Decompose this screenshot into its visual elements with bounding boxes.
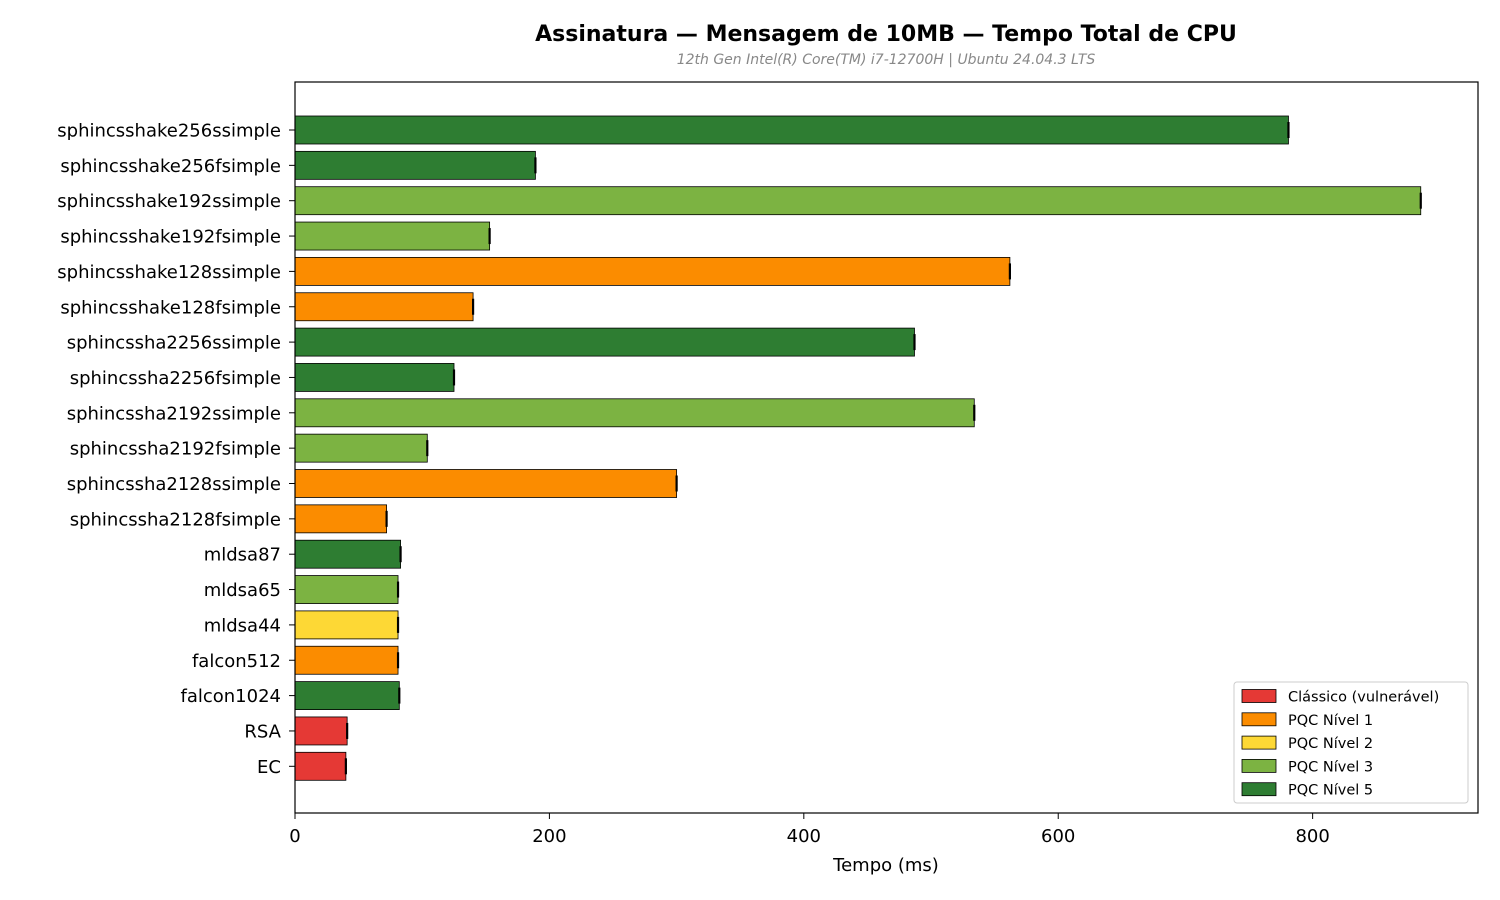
y-tick-label: mldsa44 <box>204 615 281 636</box>
y-tick-label: sphincssha2192fsimple <box>70 439 281 460</box>
y-tick-label: sphincssha2256ssimple <box>67 333 281 354</box>
y-tick-label: sphincssha2192ssimple <box>67 403 281 424</box>
bar-mldsa65 <box>294 575 399 604</box>
bar-sphincsshake128ssimple <box>294 256 1011 286</box>
legend-swatch-nivel5 <box>1241 782 1277 797</box>
bar-sphincsshake256fsimple <box>294 150 536 180</box>
y-tick-label: mldsa65 <box>204 580 281 601</box>
bar-mldsa44 <box>294 610 399 640</box>
x-tick-label: 0 <box>289 826 300 847</box>
legend-swatch-nivel2 <box>1241 735 1277 750</box>
x-tick-label: 400 <box>787 826 821 847</box>
bar-sphincssha2192ssimple <box>294 398 975 428</box>
bar-sphincssha2192fsimple <box>294 433 428 463</box>
x-tick-label: 800 <box>1295 826 1329 847</box>
bars-layer <box>294 115 1422 781</box>
bar-mldsa87 <box>294 539 401 569</box>
bar-falcon512 <box>294 645 399 675</box>
bar-sphincssha2256fsimple <box>294 363 455 392</box>
x-axis-label: Tempo (ms) <box>832 855 939 876</box>
y-tick-label: RSA <box>244 721 281 742</box>
bar-sphincsshake192ssimple <box>294 186 1422 216</box>
y-tick-label: sphincsshake128ssimple <box>57 262 281 283</box>
y-tick-label: sphincssha2128ssimple <box>67 474 281 495</box>
legend-label-classico: Clássico (vulnerável) <box>1288 690 1439 706</box>
y-tick-label: sphincsshake256ssimple <box>57 121 281 142</box>
bar-sphincsshake192fsimple <box>294 221 491 251</box>
bar-RSA <box>294 716 348 746</box>
y-tick-label: sphincsshake192fsimple <box>60 227 281 248</box>
y-tick-label: sphincsshake192ssimple <box>57 191 281 212</box>
bar-sphincssha2256ssimple <box>294 327 915 357</box>
chart-subtitle: 12th Gen Intel(R) Core(TM) i7-12700H | U… <box>677 52 1096 68</box>
bar-sphincsshake256ssimple <box>294 115 1289 145</box>
y-tick-label: falcon512 <box>192 651 281 672</box>
legend-label-nivel3: PQC Nível 3 <box>1288 759 1373 775</box>
y-tick-label: mldsa87 <box>204 545 281 566</box>
legend-swatch-nivel1 <box>1241 712 1277 727</box>
y-tick-label: falcon1024 <box>181 686 282 707</box>
legend-label-nivel2: PQC Nível 2 <box>1288 736 1373 752</box>
legend-label-nivel1: PQC Nível 1 <box>1288 713 1373 729</box>
legend-swatch-nivel3 <box>1241 759 1277 773</box>
bar-sphincssha2128ssimple <box>294 469 678 498</box>
legend-swatch-classico <box>1241 689 1277 703</box>
bar-EC <box>294 751 347 781</box>
legend: Clássico (vulnerável) PQC Nível 1 PQC Níve… <box>1233 681 1469 804</box>
chart-title: Assinatura — Mensagem de 10MB — Tempo To… <box>535 22 1237 47</box>
y-tick-label: sphincsshake128fsimple <box>60 297 281 318</box>
y-tick-label: EC <box>257 757 281 778</box>
y-tick-label: sphincsshake256fsimple <box>60 156 281 177</box>
y-tick-label: sphincssha2128fsimple <box>70 509 281 530</box>
bar-sphincssha2128fsimple <box>294 504 387 534</box>
bar-falcon1024 <box>294 681 400 710</box>
x-axis-ticks: 0 200 400 600 800 <box>289 813 1330 847</box>
y-axis-ticks: sphincsshake256ssimple sphincsshake256fsi… <box>57 121 295 778</box>
x-tick-label: 600 <box>1041 826 1075 847</box>
legend-label-nivel5: PQC Nível 5 <box>1288 783 1373 799</box>
y-tick-label: sphincssha2256fsimple <box>70 368 281 389</box>
bar-sphincsshake128fsimple <box>294 292 474 322</box>
x-tick-label: 200 <box>532 826 566 847</box>
legend-frame <box>1233 681 1469 804</box>
plot-frame <box>294 81 1479 814</box>
